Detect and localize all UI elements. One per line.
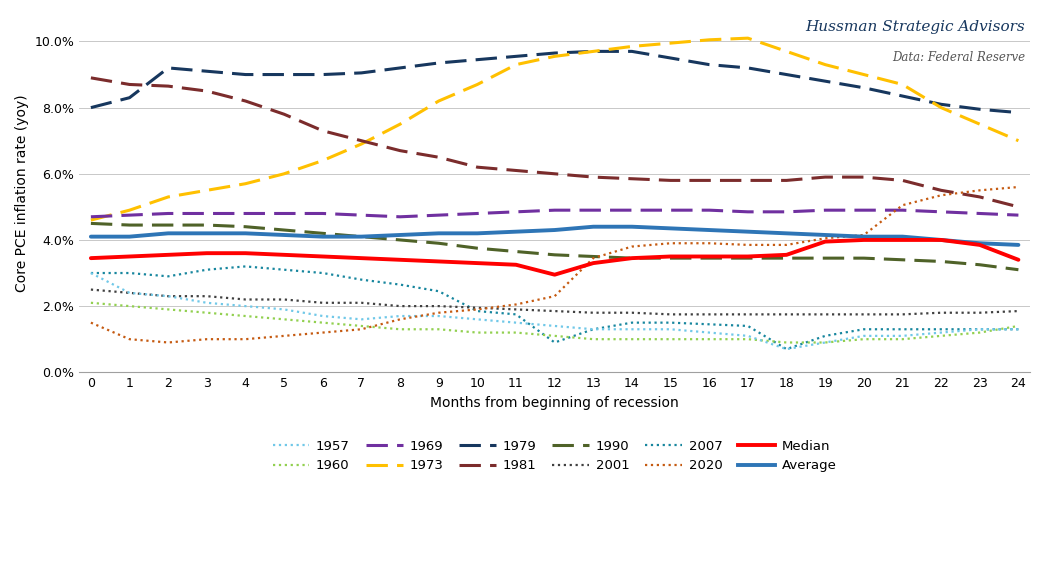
Y-axis label: Core PCE inflation rate (yoy): Core PCE inflation rate (yoy) — [15, 95, 29, 293]
Legend: 1957, 1960, 1969, 1973, 1979, 1981, 1990, 2001, 2007, 2020, Median, Average: 1957, 1960, 1969, 1973, 1979, 1981, 1990… — [273, 440, 837, 472]
X-axis label: Months from beginning of recession: Months from beginning of recession — [431, 396, 679, 410]
Text: Data: Federal Reserve: Data: Federal Reserve — [892, 51, 1025, 63]
Text: Hussman Strategic Advisors: Hussman Strategic Advisors — [806, 20, 1025, 35]
